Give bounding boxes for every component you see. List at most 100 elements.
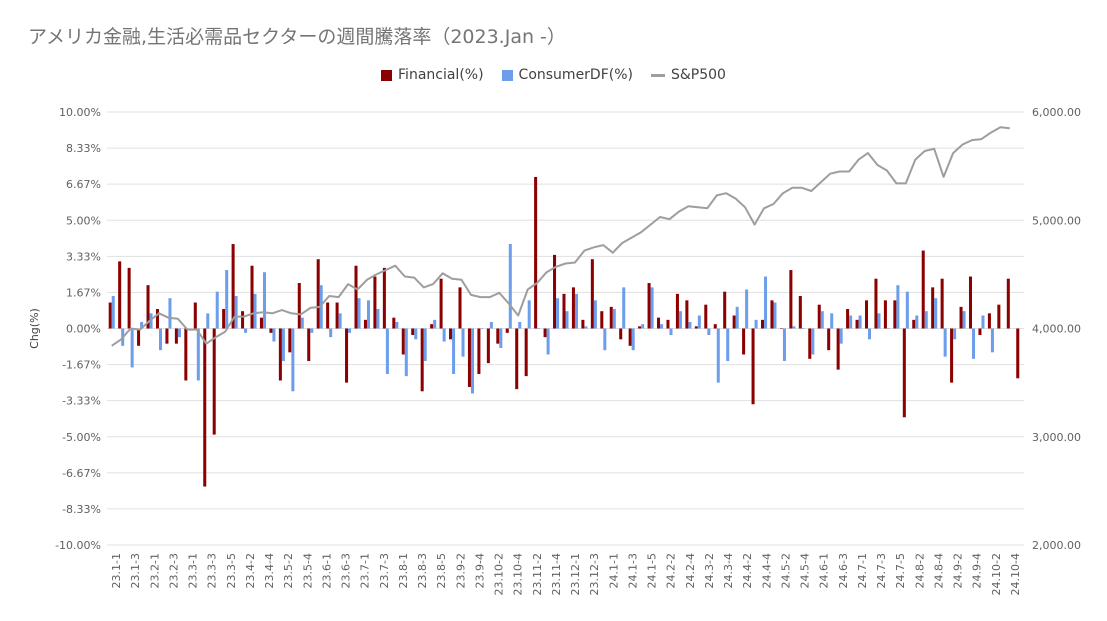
x-tick-label: 24.1-3 <box>626 553 639 588</box>
legend-label-financial: Financial(%) <box>398 67 484 83</box>
bar-financial <box>751 328 755 405</box>
bar-consumerdf <box>300 317 304 329</box>
bar-financial <box>893 300 897 329</box>
bar-consumerdf <box>499 328 503 348</box>
bar-financial <box>808 328 812 359</box>
bar-consumerdf <box>537 328 541 329</box>
bar-consumerdf <box>470 328 474 394</box>
bar-consumerdf <box>357 298 361 329</box>
bar-financial <box>392 317 396 329</box>
x-tick-label: 23.10-2 <box>493 553 506 595</box>
x-tick-label: 23.11-2 <box>531 553 544 595</box>
x-tick-label: 23.6-1 <box>320 553 333 588</box>
bar-consumerdf <box>924 311 928 329</box>
y-tick-label: -3.33% <box>62 395 101 408</box>
bar-consumerdf <box>206 313 210 329</box>
bar-financial <box>590 259 594 329</box>
bar-financial <box>486 328 490 364</box>
x-tick-label: 23.3-3 <box>206 553 219 588</box>
bar-consumerdf <box>253 293 257 329</box>
bar-financial <box>827 328 831 351</box>
bar-consumerdf <box>404 328 408 377</box>
y2-tick-label: 4,000.00 <box>1032 323 1081 336</box>
legend-item-consumerdf[interactable]: ConsumerDF(%) <box>501 67 633 83</box>
bar-consumerdf <box>262 272 267 329</box>
bar-financial <box>449 328 453 340</box>
x-tick-label: 24.10-4 <box>1009 553 1022 595</box>
x-tick-label: 23.12-3 <box>588 553 601 595</box>
x-tick-label: 23.10-4 <box>512 553 525 595</box>
bar-financial <box>874 278 878 329</box>
bar-consumerdf <box>792 326 796 329</box>
bar-consumerdf <box>972 328 976 359</box>
x-tick-label: 23.9-2 <box>454 553 467 588</box>
bar-financial <box>515 328 519 390</box>
bar-financial <box>685 300 689 329</box>
x-tick-label: 23.7-3 <box>378 553 391 588</box>
x-tick-label: 24.10-2 <box>990 553 1003 595</box>
bar-consumerdf <box>726 328 730 361</box>
bar-consumerdf <box>782 328 786 361</box>
bar-financial <box>959 306 963 329</box>
bar-financial <box>997 304 1001 329</box>
bar-financial <box>477 328 481 374</box>
legend-swatch-sp500 <box>651 73 665 77</box>
x-tick-label: 24.2-4 <box>684 553 697 588</box>
bar-consumerdf <box>527 300 531 329</box>
bar-financial <box>165 328 169 344</box>
bar-financial <box>439 278 443 329</box>
bar-financial <box>666 319 670 329</box>
y-tick-label: -8.33% <box>62 503 101 516</box>
y-tick-label: 10.00% <box>59 106 101 119</box>
x-tick-label: 23.8-5 <box>435 553 448 588</box>
x-tick-label: 23.8-1 <box>397 553 410 588</box>
x-tick-label: 24.6-1 <box>818 553 831 588</box>
x-tick-label: 23.6-3 <box>340 553 353 588</box>
bar-financial <box>193 302 197 329</box>
bar-consumerdf <box>574 293 578 329</box>
x-tick-label: 24.7-5 <box>894 553 907 588</box>
bar-financial <box>127 267 131 329</box>
bar-financial <box>770 300 774 329</box>
x-tick-label: 23.1-1 <box>110 553 123 588</box>
x-tick-label: 23.9-4 <box>473 553 486 588</box>
bar-consumerdf <box>442 328 446 342</box>
bar-financial <box>657 317 661 329</box>
bar-financial <box>836 328 840 370</box>
bar-financial <box>931 287 935 329</box>
bar-financial <box>382 267 386 329</box>
bar-financial <box>921 250 925 329</box>
bar-financial <box>137 328 141 346</box>
bar-consumerdf <box>452 328 456 374</box>
bar-financial <box>212 328 216 435</box>
bar-consumerdf <box>281 328 285 361</box>
bar-consumerdf <box>754 319 758 329</box>
x-tick-label: 24.1-5 <box>646 553 659 588</box>
bar-financial <box>978 328 982 335</box>
x-tick-label: 24.2-2 <box>665 553 678 588</box>
bar-consumerdf <box>641 324 645 329</box>
x-tick-label: 23.5-2 <box>282 553 295 588</box>
bar-financial <box>543 328 547 338</box>
bar-consumerdf <box>433 319 437 329</box>
bar-consumerdf <box>943 328 947 357</box>
bar-financial <box>628 328 632 346</box>
bar-consumerdf <box>934 298 938 329</box>
bar-consumerdf <box>461 328 465 357</box>
legend-label-sp500: S&P500 <box>671 67 726 83</box>
legend-item-financial[interactable]: Financial(%) <box>381 67 484 83</box>
bar-consumerdf <box>764 276 768 329</box>
bar-financial <box>231 244 235 329</box>
bar-financial <box>250 265 254 329</box>
bar-financial <box>1006 278 1010 329</box>
bar-financial <box>278 328 282 381</box>
bar-consumerdf <box>376 309 380 329</box>
bar-financial <box>373 276 377 329</box>
bar-financial <box>987 313 991 329</box>
chart-title: アメリカ金融,生活必需品セクターの週間騰落率（2023.Jan -） <box>28 26 566 48</box>
bar-financial <box>694 326 698 329</box>
bar-consumerdf <box>953 328 957 340</box>
bar-consumerdf <box>348 328 352 333</box>
legend-item-sp500[interactable]: S&P500 <box>651 67 726 83</box>
